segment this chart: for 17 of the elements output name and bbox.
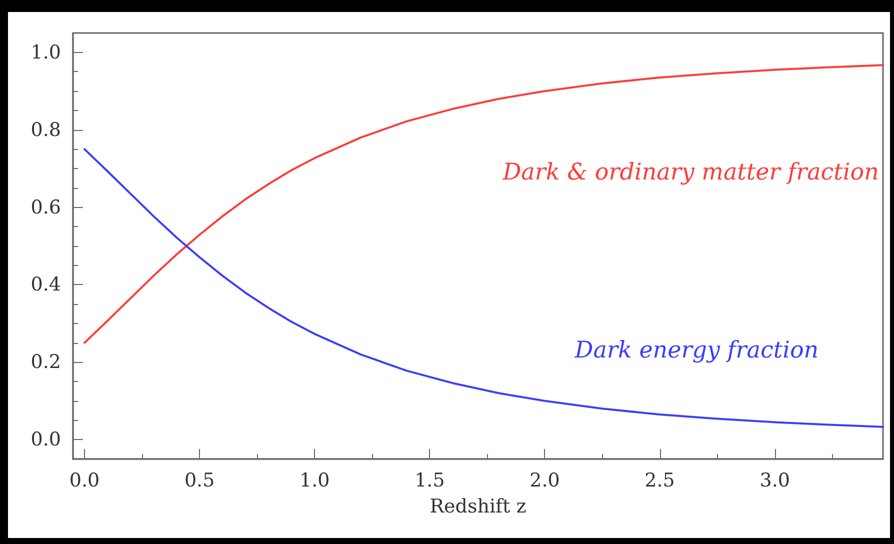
x-tick-label: 2.5 [644,470,675,492]
x-tick-label: 0.0 [69,470,100,492]
x-tick-label: 2.0 [530,470,560,492]
series-label: Dark energy fraction [574,338,819,364]
x-tick-label: 3.0 [760,470,790,492]
x-axis-title: Redshift z [430,496,526,518]
x-tick-label: 1.5 [414,470,445,492]
line-series [84,148,884,428]
x-tick-label: 1.0 [300,470,330,492]
y-tick-label: 1.0 [30,41,61,64]
y-tick-label: 0.2 [30,351,61,374]
text: Dark & ordinary matter fraction [502,159,879,186]
y-tick-label: 0.6 [30,196,61,218]
y-tick-label: 0.4 [30,274,61,296]
y-tick-label: 0.8 [30,118,61,141]
y-tick-label: 0.0 [30,428,61,451]
x-tick-label: 0.5 [184,470,215,492]
